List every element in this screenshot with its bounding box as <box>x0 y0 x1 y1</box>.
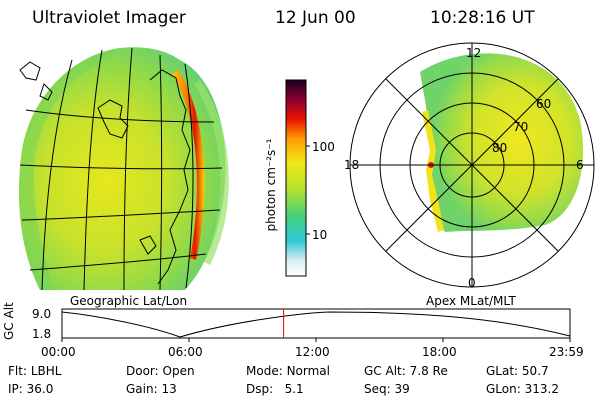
lat-label-60: 60 <box>536 97 552 111</box>
timeline-xtick-0: 00:00 <box>41 345 76 359</box>
timeline-xtick-4: 23:59 <box>549 345 584 359</box>
status-mode: Mode: Normal <box>246 364 330 378</box>
timeline-ytick-high: 9.0 <box>32 307 52 321</box>
door-value: Open <box>162 364 195 378</box>
meridian-lines <box>41 47 194 291</box>
seq-label: Seq: <box>364 382 391 396</box>
auroral-oval <box>420 53 584 232</box>
left-panel-caption: Geographic Lat/Lon <box>70 294 188 308</box>
timeline-frame <box>61 308 571 339</box>
colorbar <box>285 79 310 277</box>
mlt-label-12: 12 <box>466 46 482 60</box>
right-panel-caption: Apex MLat/MLT <box>426 294 516 308</box>
colorbar-gradient <box>285 79 307 277</box>
timeline-xtick-2: 12:00 <box>295 345 330 359</box>
status-glon: GLon: 313.2 <box>486 382 559 396</box>
status-seq: Seq: 39 <box>364 382 410 396</box>
seq-value: 39 <box>394 382 410 396</box>
timeline-xtick-1: 06:00 <box>168 345 203 359</box>
polar-grid <box>349 42 595 288</box>
mode-value: Normal <box>286 364 330 378</box>
dayglow-limb <box>172 70 205 260</box>
polar-plot <box>349 42 595 288</box>
geographic-image <box>19 47 229 291</box>
glat-label: GLat: <box>486 364 519 378</box>
timeline-ylabel: GC Alt <box>2 302 16 340</box>
glon-value: 313.2 <box>524 382 559 396</box>
timeline-plot <box>61 308 571 342</box>
coastlines <box>19 61 191 285</box>
gain-label: Gain: <box>126 382 158 396</box>
colorbar-label-100: 100 <box>312 140 335 154</box>
ip-label: IP: <box>8 382 23 396</box>
status-flt: Flt: LBHL <box>8 364 61 378</box>
lat-label-70: 70 <box>513 120 529 134</box>
auroral-edge <box>422 110 444 232</box>
mode-label: Mode: <box>246 364 283 378</box>
lat-label-80: 80 <box>492 141 508 155</box>
flt-value: LBHL <box>30 364 62 378</box>
glon-label: GLon: <box>486 382 521 396</box>
mlt-label-18: 18 <box>344 158 360 172</box>
status-dsp: Dsp: 5.1 <box>246 382 304 396</box>
status-glat: GLat: 50.7 <box>486 364 549 378</box>
mlt-label-0: 0 <box>468 276 476 290</box>
app-title: Ultraviolet Imager <box>32 8 186 28</box>
colorbar-label-10: 10 <box>312 228 328 242</box>
flt-label: Flt: <box>8 364 27 378</box>
status-gain: Gain: 13 <box>126 382 177 396</box>
colorbar-unit-label: photon cm⁻²s⁻¹ <box>264 138 278 232</box>
altitude-curve <box>61 311 571 338</box>
time-label: 10:28:16 UT <box>430 8 535 28</box>
door-label: Door: <box>126 364 159 378</box>
earth-rim <box>19 48 120 290</box>
date-label: 12 Jun 00 <box>275 8 356 28</box>
ip-value: 36.0 <box>26 382 54 396</box>
status-door: Door: Open <box>126 364 195 378</box>
timeline-xtick-3: 18:00 <box>422 345 457 359</box>
timeline-ytick-low: 1.8 <box>32 327 52 341</box>
dsp-value: 5.1 <box>284 382 304 396</box>
gcalt-label: GC Alt: <box>364 364 406 378</box>
dsp-label: Dsp: <box>246 382 274 396</box>
gcalt-value: 7.8 Re <box>409 364 448 378</box>
status-ip: IP: 36.0 <box>8 382 53 396</box>
latitude-lines <box>19 109 223 271</box>
gain-value: 13 <box>161 382 177 396</box>
status-gcalt: GC Alt: 7.8 Re <box>364 364 448 378</box>
limb-halo <box>194 80 229 265</box>
mlt-label-6: 6 <box>576 158 584 172</box>
glat-value: 50.7 <box>521 364 549 378</box>
